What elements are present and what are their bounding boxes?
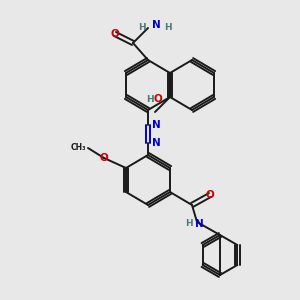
Text: CH₃: CH₃: [70, 143, 86, 152]
Text: H: H: [164, 23, 172, 32]
Text: O: O: [206, 190, 214, 200]
Text: N: N: [152, 138, 160, 148]
Text: H: H: [185, 220, 193, 229]
Text: H: H: [146, 94, 154, 103]
Text: H: H: [138, 23, 146, 32]
Text: O: O: [100, 153, 108, 163]
Text: N: N: [152, 20, 160, 30]
Text: O: O: [154, 94, 162, 104]
Text: N: N: [195, 219, 203, 229]
Text: O: O: [111, 29, 119, 39]
Text: N: N: [152, 120, 160, 130]
